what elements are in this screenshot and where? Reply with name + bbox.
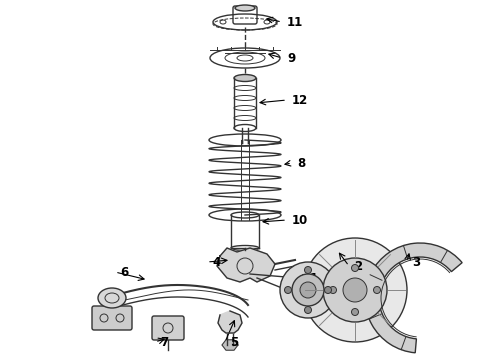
Text: 1: 1 <box>310 271 318 284</box>
Polygon shape <box>217 248 275 282</box>
Circle shape <box>292 274 324 306</box>
Circle shape <box>285 287 292 293</box>
Circle shape <box>303 238 407 342</box>
Ellipse shape <box>234 75 256 81</box>
Circle shape <box>343 278 367 302</box>
Ellipse shape <box>235 5 255 11</box>
Text: 6: 6 <box>120 266 128 279</box>
Circle shape <box>351 265 359 271</box>
Text: 9: 9 <box>287 51 295 64</box>
Circle shape <box>300 282 316 298</box>
Wedge shape <box>365 243 462 353</box>
Text: 4: 4 <box>212 256 220 269</box>
Text: 10: 10 <box>292 213 308 226</box>
Ellipse shape <box>98 288 126 308</box>
Circle shape <box>324 287 332 293</box>
Text: 12: 12 <box>292 94 308 107</box>
Circle shape <box>373 287 381 293</box>
Text: 3: 3 <box>412 256 420 269</box>
Polygon shape <box>218 311 242 333</box>
Circle shape <box>323 258 387 322</box>
Text: 8: 8 <box>297 157 305 170</box>
Text: 7: 7 <box>160 336 168 348</box>
Text: 5: 5 <box>230 336 238 348</box>
Circle shape <box>351 309 359 315</box>
Circle shape <box>304 266 312 274</box>
Circle shape <box>280 262 336 318</box>
FancyBboxPatch shape <box>92 306 132 330</box>
Circle shape <box>329 287 337 293</box>
Text: 11: 11 <box>287 15 303 28</box>
Circle shape <box>304 306 312 314</box>
Text: 2: 2 <box>354 260 362 273</box>
FancyBboxPatch shape <box>152 316 184 340</box>
Polygon shape <box>222 340 238 350</box>
